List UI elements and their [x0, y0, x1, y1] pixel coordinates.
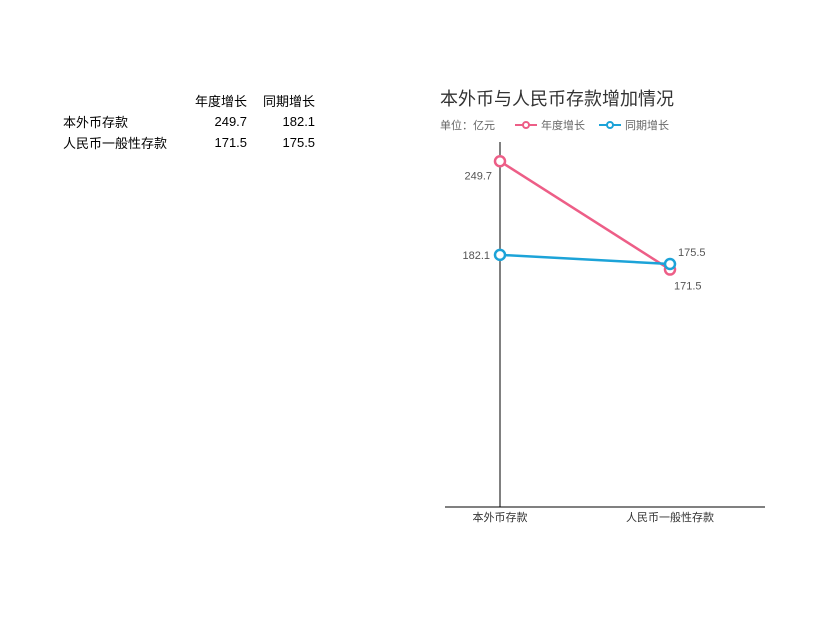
series-line-1	[500, 255, 670, 264]
legend-item-1: 同期增长	[599, 117, 669, 133]
legend-label-0: 年度增长	[541, 117, 585, 133]
col-header-1: 同期增长	[255, 90, 323, 111]
value-label-0-0: 249.7	[464, 170, 492, 182]
cell-1-1: 175.5	[255, 132, 323, 153]
category-label-0: 本外币存款	[473, 510, 528, 524]
chart-title: 本外币与人民币存款增加情况	[440, 85, 790, 111]
chart-legend: 单位：亿元 年度增长 同期增长	[440, 117, 790, 133]
value-label-1-1: 175.5	[678, 247, 706, 259]
marker-1-1	[665, 259, 675, 269]
table-row: 本外币存款 249.7 182.1	[55, 111, 323, 132]
chart-plot: 249.7 171.5 182.1 175.5 本外币存款 人民币一般性存款	[440, 137, 770, 527]
unit-label: 单位：亿元	[440, 117, 495, 133]
legend-swatch-0	[515, 120, 537, 130]
value-label-0-1: 171.5	[674, 281, 702, 293]
legend-label-1: 同期增长	[625, 117, 669, 133]
value-label-1-0: 182.1	[462, 250, 490, 262]
row-label-1: 人民币一般性存款	[55, 132, 187, 153]
cell-0-1: 182.1	[255, 111, 323, 132]
marker-1-0	[495, 250, 505, 260]
col-header-0: 年度增长	[187, 90, 255, 111]
marker-0-0	[495, 156, 505, 166]
row-label-0: 本外币存款	[55, 111, 187, 132]
legend-swatch-1	[599, 120, 621, 130]
series-line-0	[500, 161, 670, 269]
chart: 本外币与人民币存款增加情况 单位：亿元 年度增长 同期增长 249.7 171.5…	[440, 85, 790, 527]
cell-1-0: 171.5	[187, 132, 255, 153]
data-table: 年度增长 同期增长 本外币存款 249.7 182.1 人民币一般性存款 171…	[55, 90, 323, 153]
legend-item-0: 年度增长	[515, 117, 585, 133]
cell-0-0: 249.7	[187, 111, 255, 132]
category-label-1: 人民币一般性存款	[626, 510, 714, 524]
table-row: 人民币一般性存款 171.5 175.5	[55, 132, 323, 153]
